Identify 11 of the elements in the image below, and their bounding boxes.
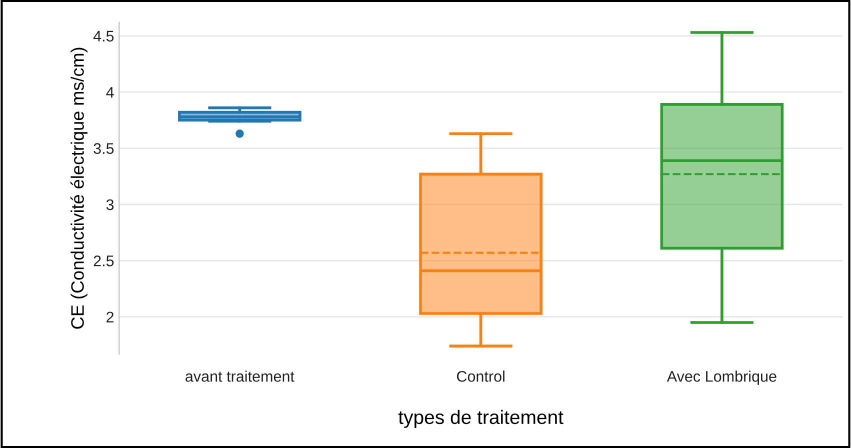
y-tick-label: 3 [106,199,114,210]
y-tick-label: 2 [106,312,114,322]
x-axis-title: types de traitement [398,410,564,428]
y-tick-label: 4.5 [93,30,114,42]
y-tick-label: 2.5 [94,256,114,266]
y-axis-title: CE (Conductivité électrique ms/cm) [70,48,88,329]
y-tick-label: 3.5 [94,143,114,154]
x-tick-label: Control [456,370,504,382]
x-tick-label: Avec Lombrique [666,370,776,385]
x-tick-label: avant traitement [186,370,294,382]
y-tick-label: 4 [106,87,114,98]
